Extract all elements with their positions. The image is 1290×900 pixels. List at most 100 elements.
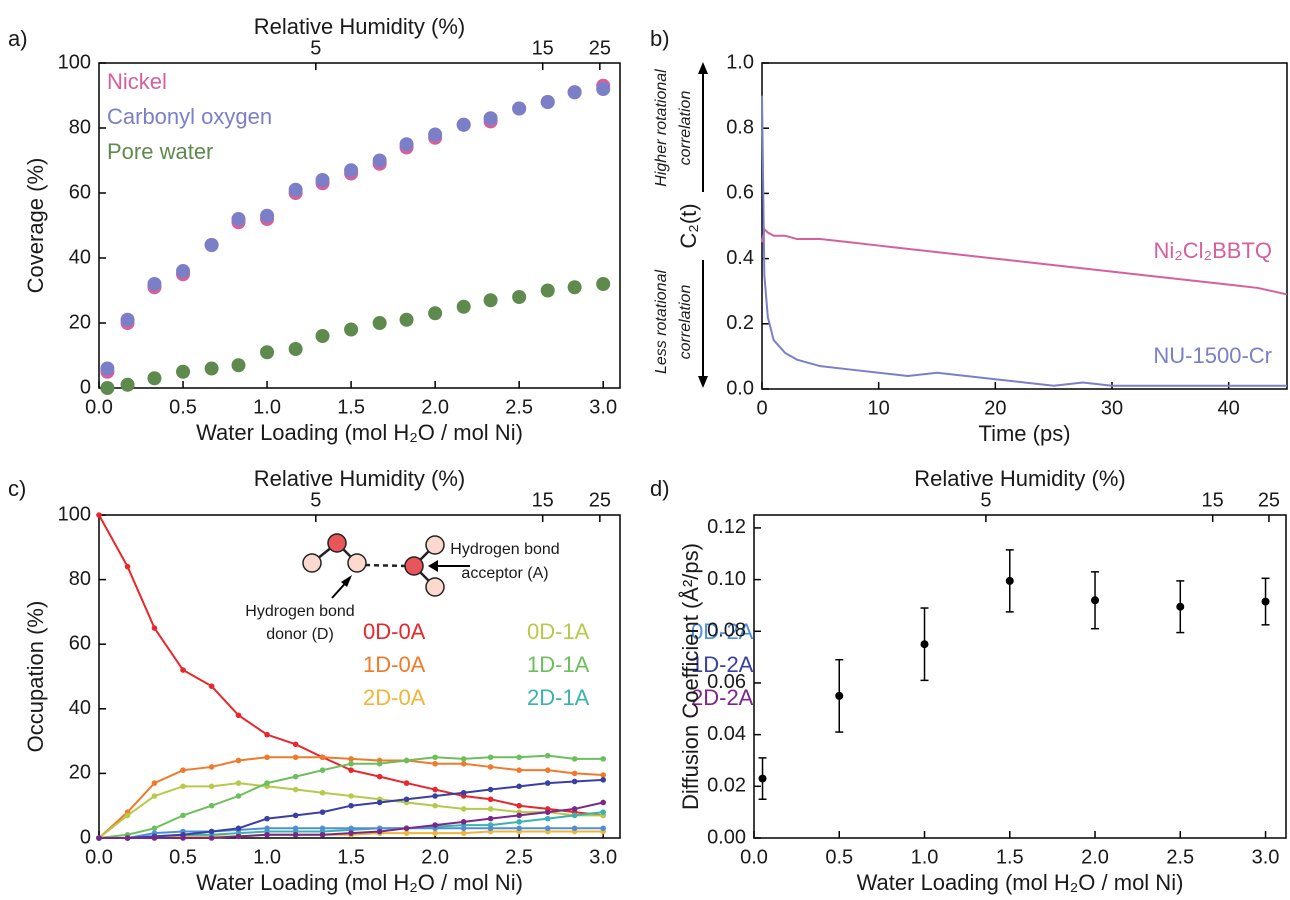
y-tick-label: 0.6 <box>726 182 754 204</box>
x2-tick-label: 15 <box>532 489 554 511</box>
annotation: Hydrogen bond <box>450 541 559 558</box>
marker <box>403 796 410 803</box>
marker <box>516 783 522 790</box>
marker <box>487 806 494 812</box>
marker <box>292 831 299 838</box>
marker <box>292 786 299 793</box>
marker <box>319 825 326 832</box>
marker <box>208 783 215 790</box>
marker <box>544 825 551 832</box>
marker <box>264 815 270 822</box>
legend-label: Pore water <box>107 139 213 164</box>
marker <box>208 828 215 835</box>
marker <box>460 830 467 836</box>
point <box>428 127 443 142</box>
marker <box>264 754 270 761</box>
point <box>372 316 387 330</box>
x2-tick-label: 15 <box>1202 489 1224 511</box>
x-tick-label: 30 <box>1101 397 1123 419</box>
marker <box>124 812 131 819</box>
marker <box>487 815 494 822</box>
x-tick-label: 0.5 <box>169 396 197 418</box>
marker <box>544 767 551 773</box>
marker <box>180 667 186 673</box>
x2-tick-label: 5 <box>310 489 321 511</box>
point <box>260 208 275 223</box>
marker <box>460 756 467 762</box>
y-tick-label: 0.08 <box>707 620 746 642</box>
marker <box>151 825 158 832</box>
point <box>567 85 582 100</box>
marker <box>460 760 467 767</box>
marker <box>235 757 242 764</box>
y-tick-label: 0 <box>80 376 91 398</box>
marker <box>319 831 326 838</box>
marker <box>487 796 494 803</box>
x-tick-label: 0.5 <box>169 846 197 868</box>
inset-diagram <box>302 533 470 599</box>
series-line <box>761 95 1287 387</box>
y-tick-label: 0.04 <box>707 723 746 745</box>
marker <box>151 793 158 799</box>
marker <box>432 822 438 828</box>
x-tick-label: 0.0 <box>740 846 768 868</box>
marker <box>600 825 606 832</box>
marker <box>432 786 438 793</box>
point <box>540 95 555 109</box>
marker <box>600 756 606 762</box>
y-tick-label: 1.0 <box>726 51 754 73</box>
marker <box>571 825 578 832</box>
point <box>315 173 330 187</box>
x2-tick-label: 5 <box>980 489 991 511</box>
x-tick-label: 0.5 <box>825 846 853 868</box>
point <box>231 358 246 373</box>
panel-label: a) <box>8 26 28 51</box>
point <box>100 381 115 395</box>
point <box>1176 602 1185 611</box>
marker <box>348 756 354 762</box>
marker <box>487 764 494 770</box>
legend-label: 1D-0A <box>363 652 426 677</box>
point <box>176 364 191 379</box>
marker <box>544 815 551 822</box>
point <box>483 111 498 126</box>
plot-frame <box>753 514 1287 839</box>
y-tick-label: 0.02 <box>707 775 746 797</box>
y-axis-label: Occupation (%) <box>23 601 48 753</box>
y-tick-label: 60 <box>69 632 91 654</box>
x-tick-label: 2.5 <box>1166 846 1194 868</box>
marker <box>264 825 270 832</box>
marker <box>292 754 299 761</box>
marker <box>124 835 131 841</box>
marker <box>403 825 410 832</box>
panel-label: d) <box>650 476 670 501</box>
marker <box>292 773 299 780</box>
marker <box>487 825 494 832</box>
x2-tick-label: 25 <box>589 489 611 511</box>
point <box>344 322 359 337</box>
marker <box>124 563 131 570</box>
y-axis-label: Diffusion Coefficient (Å²/ps) <box>678 543 703 810</box>
x-tick-label: 3.0 <box>589 396 617 418</box>
marker <box>600 809 606 815</box>
x-axis-label: Water Loading (mol H₂O / mol Ni) <box>196 870 523 895</box>
marker <box>516 825 522 832</box>
marker <box>544 809 551 815</box>
marker <box>571 770 578 777</box>
x2-axis-label: Relative Humidity (%) <box>914 466 1126 491</box>
x-tick-label: 20 <box>984 397 1006 419</box>
marker <box>348 767 354 773</box>
x2-tick-label: 25 <box>589 37 611 59</box>
marker <box>292 741 299 748</box>
marker <box>571 812 578 819</box>
marker <box>403 757 410 764</box>
x-tick-label: 2.0 <box>421 396 449 418</box>
y-tick-label: 0 <box>80 826 91 848</box>
x-tick-label: 1.5 <box>337 846 365 868</box>
point <box>260 345 275 360</box>
legend-label: 2D-0A <box>363 685 426 710</box>
annotation: Higher rotational <box>653 69 670 187</box>
legend-label: 0D-1A <box>527 619 590 644</box>
point <box>147 277 162 291</box>
marker <box>544 780 551 786</box>
